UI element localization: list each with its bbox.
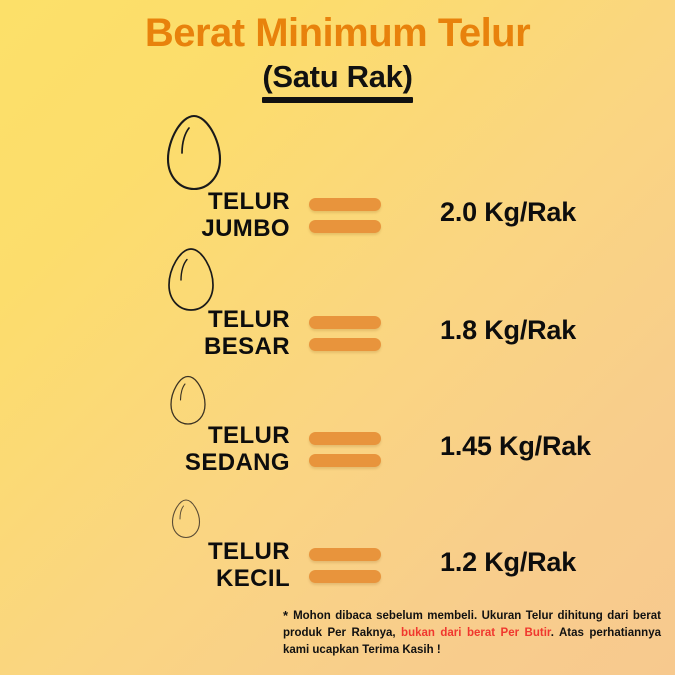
weight-cell: 1.2 Kg/Rak	[440, 450, 675, 577]
list-item: TELUR KECIL 1.2 Kg/Rak	[0, 450, 675, 592]
egg-icon-kecil	[170, 498, 240, 540]
footnote-text-part1: Mohon dibaca sebelum membeli. Ukuran Tel…	[283, 610, 661, 640]
weight-cell: 2.0 Kg/Rak	[440, 108, 675, 227]
equals-bar-bottom	[309, 454, 381, 467]
equals-cell	[305, 108, 440, 233]
list-item: TELUR JUMBO 2.0 Kg/Rak	[0, 108, 675, 242]
subtitle-group: (Satu Rak)	[262, 59, 413, 104]
size-label-line2: BESAR	[203, 333, 290, 361]
equals-mark	[309, 548, 381, 583]
equals-cell	[305, 222, 440, 351]
size-label: TELUR SEDANG	[0, 422, 290, 477]
poster-header: Berat Minimum Telur (Satu Rak)	[0, 0, 675, 104]
footnote-asterisk: *	[283, 608, 289, 623]
size-label: TELUR JUMBO	[0, 188, 290, 243]
equals-bar-top	[309, 198, 381, 211]
equals-bar-bottom	[309, 570, 381, 583]
size-label-line1: TELUR	[208, 538, 290, 565]
footnote-disclaimer: * Mohon dibaca sebelum membeli. Ukuran Te…	[283, 608, 661, 659]
size-label-line1: TELUR	[208, 188, 290, 215]
equals-cell	[305, 450, 440, 583]
title-underline-rule	[262, 97, 413, 104]
egg-size-list: TELUR JUMBO 2.0 Kg/Rak	[0, 108, 675, 592]
size-label-line1: TELUR	[208, 422, 290, 449]
equals-cell	[305, 336, 440, 467]
weight-cell: 1.45 Kg/Rak	[440, 336, 675, 461]
egg-label-cell: TELUR BESAR	[0, 222, 305, 360]
weight-value: 2.0 Kg/Rak	[440, 197, 577, 227]
size-label-line1: TELUR	[208, 306, 290, 333]
equals-mark	[309, 316, 381, 351]
size-label: TELUR BESAR	[0, 306, 290, 361]
size-label-line2: KECIL	[216, 565, 290, 593]
weight-value: 1.45 Kg/Rak	[440, 431, 591, 461]
equals-bar-top	[309, 548, 381, 561]
list-item: TELUR SEDANG 1.45 Kg/Rak	[0, 336, 675, 476]
equals-bar-top	[309, 316, 381, 329]
weight-value: 1.2 Kg/Rak	[440, 547, 577, 577]
footnote-text-part2: . Atas perhatiannya kami ucapkan Terima …	[283, 627, 661, 657]
egg-icon-jumbo	[163, 112, 233, 194]
weight-value: 1.8 Kg/Rak	[440, 315, 577, 345]
equals-bar-top	[309, 432, 381, 445]
egg-icon-besar	[165, 246, 235, 314]
equals-bar-bottom	[309, 338, 381, 351]
egg-icon-sedang	[168, 374, 238, 427]
egg-label-cell: TELUR KECIL	[0, 450, 305, 592]
egg-label-cell: TELUR SEDANG	[0, 336, 305, 476]
page-subtitle: (Satu Rak)	[262, 59, 413, 94]
footnote-highlight: bukan dari berat Per Butir	[401, 627, 551, 640]
size-label-line2: SEDANG	[184, 449, 290, 477]
equals-mark	[309, 432, 381, 467]
page-title: Berat Minimum Telur	[144, 11, 531, 55]
equals-mark	[309, 198, 381, 233]
size-label-line2: JUMBO	[201, 215, 290, 243]
egg-label-cell: TELUR JUMBO	[0, 108, 305, 242]
weight-cell: 1.8 Kg/Rak	[440, 222, 675, 345]
size-label: TELUR KECIL	[0, 538, 290, 593]
equals-bar-bottom	[309, 220, 381, 233]
list-item: TELUR BESAR 1.8 Kg/Rak	[0, 222, 675, 360]
